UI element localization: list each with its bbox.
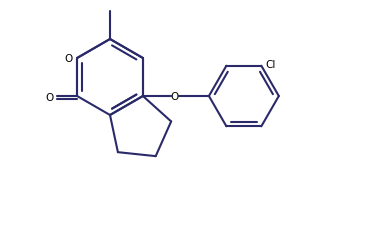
Text: O: O <box>65 54 73 64</box>
Text: O: O <box>171 92 179 101</box>
Text: Cl: Cl <box>265 60 276 69</box>
Text: O: O <box>45 93 53 103</box>
